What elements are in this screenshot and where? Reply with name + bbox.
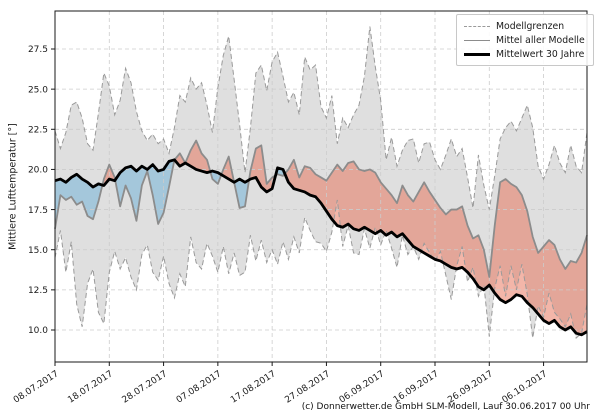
x-tick-label: 17.08.2017 bbox=[229, 369, 278, 405]
climate-mean-line bbox=[54, 158, 588, 337]
x-tick-label: 27.08.2017 bbox=[283, 369, 332, 405]
y-axis-label: Mittlere Lufttemperatur [°] bbox=[7, 123, 19, 250]
y-tick-label: 17.5 bbox=[28, 206, 48, 216]
legend-item-mittelwert-30-jahre: Mittelwert 30 Jahre bbox=[464, 47, 585, 61]
y-tick-label: 20.0 bbox=[28, 166, 48, 176]
y-tick-label: 10.0 bbox=[28, 326, 48, 336]
dashed-line-swatch-icon bbox=[464, 25, 490, 27]
y-tick-label: 22.5 bbox=[28, 125, 48, 135]
x-tick-label: 28.07.2017 bbox=[121, 369, 170, 405]
x-tick-label: 08.07.2017 bbox=[12, 369, 61, 405]
x-tick-label: 16.09.2017 bbox=[392, 369, 441, 405]
y-tick-label: 15.0 bbox=[28, 246, 48, 256]
legend-label: Mittel aller Modelle bbox=[496, 34, 585, 46]
x-tick-label: 06.10.2017 bbox=[501, 369, 550, 405]
solid-line-swatch-icon bbox=[464, 39, 490, 41]
x-tick-label: 06.09.2017 bbox=[338, 369, 387, 405]
copyright-caption: (c) Donnerwetter.de GmbH SLM-Modell, Lau… bbox=[301, 402, 590, 412]
legend-label: Mittelwert 30 Jahre bbox=[496, 48, 585, 60]
y-tick-label: 27.5 bbox=[28, 45, 48, 55]
legend-item-mittel-aller-modelle: Mittel aller Modelle bbox=[464, 33, 585, 47]
x-tick-label: 07.08.2017 bbox=[175, 369, 224, 405]
model-min-line bbox=[54, 199, 588, 339]
y-tick-label: 12.5 bbox=[28, 286, 48, 296]
thick-line-swatch-icon bbox=[464, 52, 490, 56]
legend-box: Modellgrenzen Mittel aller Modelle Mitte… bbox=[456, 14, 594, 66]
y-tick-label: 25.0 bbox=[28, 85, 48, 95]
legend-label: Modellgrenzen bbox=[496, 20, 565, 32]
plot-frame bbox=[54, 10, 588, 363]
legend-item-modellgrenzen: Modellgrenzen bbox=[464, 19, 585, 33]
warm-anomaly-fill bbox=[55, 140, 587, 335]
model-mean-line bbox=[54, 139, 588, 278]
x-tick-label: 18.07.2017 bbox=[66, 369, 115, 405]
x-tick-label: 26.09.2017 bbox=[446, 369, 495, 405]
